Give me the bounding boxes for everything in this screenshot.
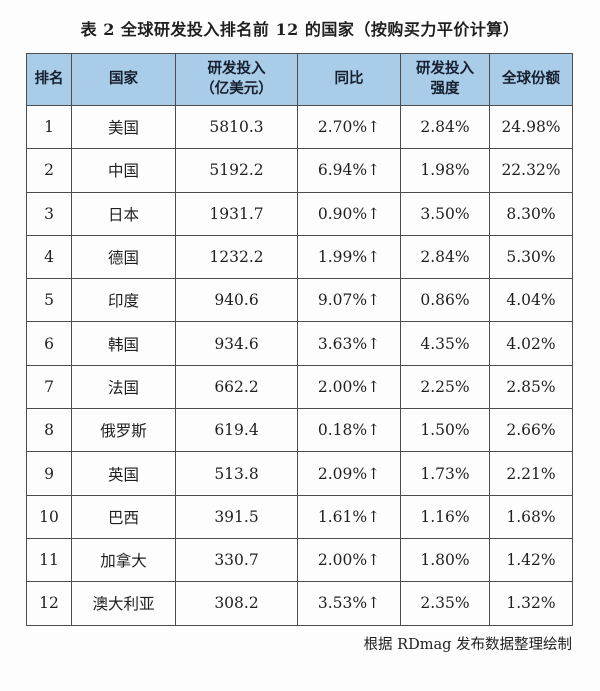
cell-rd-investment: 662.2 [175,364,298,410]
cell-rd-investment: 5810.3 [175,104,298,150]
table-row: 7 法国 662.2 2.00%↑ 2.25% 2.85% [26,364,573,410]
cell-global-share: 4.02% [489,321,573,366]
cell-rank: 1 [26,104,72,150]
cell-rank: 9 [26,451,72,496]
page: 表 2 全球研发投入排名前 12 的国家（按购买力平价计算） 排名 国家 研发投… [0,16,600,654]
source-note: 根据 RDmag 发布数据整理绘制 [363,636,572,653]
table-row: 11 加拿大 330.7 2.00%↑ 1.80% 1.42% [26,537,573,583]
cell-global-share: 2.66% [489,408,573,453]
cell-yoy: 2.00%↑ [297,537,401,583]
cell-country: 澳大利亚 [71,581,176,626]
cell-global-share: 2.85% [489,364,573,410]
cell-rank: 5 [26,278,72,323]
cell-rd-investment: 934.6 [175,321,298,366]
cell-intensity: 3.50% [400,191,490,236]
table-row: 6 韩国 934.6 3.63%↑ 4.35% 4.02% [26,321,573,366]
cell-yoy: 1.99%↑ [297,234,401,280]
cell-rd-investment: 1232.2 [175,234,298,280]
cell-country: 韩国 [71,321,176,366]
table-row: 2 中国 5192.2 6.94%↑ 1.98% 22.32% [26,148,573,193]
header-row: 排名 国家 研发投入 （亿美元） 同比 研发投入 强度 全球份额 [26,53,573,106]
cell-intensity: 1.80% [400,537,490,583]
header-rank: 排名 [26,53,72,106]
cell-rd-investment: 308.2 [175,581,298,626]
table-row: 4 德国 1232.2 1.99%↑ 2.84% 5.30% [26,234,573,280]
cell-rd-investment: 391.5 [175,494,298,539]
cell-rank: 11 [26,537,72,583]
cell-rank: 2 [26,148,72,193]
cell-intensity: 2.25% [400,364,490,410]
table-row: 8 俄罗斯 619.4 0.18%↑ 1.50% 2.66% [26,408,573,453]
cell-intensity: 1.98% [400,148,490,193]
cell-global-share: 1.32% [489,581,573,626]
cell-intensity: 1.73% [400,451,490,496]
cell-yoy: 2.00%↑ [297,364,401,410]
cell-country: 中国 [71,148,176,193]
cell-country: 英国 [71,451,176,496]
header-country: 国家 [71,53,176,106]
cell-yoy: 0.18%↑ [297,408,401,453]
cell-intensity: 2.35% [400,581,490,626]
cell-yoy: 3.53%↑ [297,581,401,626]
cell-country: 俄罗斯 [71,408,176,453]
cell-yoy: 2.70%↑ [297,104,401,150]
cell-rd-investment: 513.8 [175,451,298,496]
cell-country: 加拿大 [71,537,176,583]
cell-intensity: 2.84% [400,104,490,150]
table-title: 表 2 全球研发投入排名前 12 的国家（按购买力平价计算） [80,20,520,39]
cell-intensity: 0.86% [400,278,490,323]
cell-country: 法国 [71,364,176,410]
cell-intensity: 1.16% [400,494,490,539]
header-yoy: 同比 [297,53,401,106]
cell-yoy: 2.09%↑ [297,451,401,496]
header-intensity: 研发投入 强度 [400,53,490,106]
cell-global-share: 1.42% [489,537,573,583]
rd-investment-table: 排名 国家 研发投入 （亿美元） 同比 研发投入 强度 全球份额 1 美国 5810… [26,53,573,626]
table-row: 9 英国 513.8 2.09%↑ 1.73% 2.21% [26,451,573,496]
cell-global-share: 1.68% [489,494,573,539]
cell-yoy: 1.61%↑ [297,494,401,539]
cell-rd-investment: 1931.7 [175,191,298,236]
cell-intensity: 4.35% [400,321,490,366]
cell-rank: 4 [26,234,72,280]
table-row: 1 美国 5810.3 2.70%↑ 2.84% 24.98% [26,104,573,150]
cell-yoy: 3.63%↑ [297,321,401,366]
cell-yoy: 9.07%↑ [297,278,401,323]
cell-country: 美国 [71,104,176,150]
table-row: 3 日本 1931.7 0.90%↑ 3.50% 8.30% [26,191,573,236]
cell-yoy: 0.90%↑ [297,191,401,236]
cell-yoy: 6.94%↑ [297,148,401,193]
cell-global-share: 4.04% [489,278,573,323]
header-global-share: 全球份额 [489,53,573,106]
cell-country: 印度 [71,278,176,323]
cell-rank: 3 [26,191,72,236]
cell-rd-investment: 619.4 [175,408,298,453]
table-row: 12 澳大利亚 308.2 3.53%↑ 2.35% 1.32% [26,581,573,626]
cell-rank: 12 [26,581,72,626]
cell-rd-investment: 5192.2 [175,148,298,193]
table-row: 5 印度 940.6 9.07%↑ 0.86% 4.04% [26,278,573,323]
cell-rd-investment: 330.7 [175,537,298,583]
header-rd-investment: 研发投入 （亿美元） [175,53,298,106]
cell-global-share: 22.32% [489,148,573,193]
cell-global-share: 24.98% [489,104,573,150]
cell-rank: 7 [26,364,72,410]
table-row: 10 巴西 391.5 1.61%↑ 1.16% 1.68% [26,494,573,539]
cell-rd-investment: 940.6 [175,278,298,323]
cell-global-share: 2.21% [489,451,573,496]
cell-global-share: 5.30% [489,234,573,280]
cell-intensity: 1.50% [400,408,490,453]
cell-rank: 10 [26,494,72,539]
cell-intensity: 2.84% [400,234,490,280]
cell-rank: 6 [26,321,72,366]
cell-global-share: 8.30% [489,191,573,236]
cell-country: 德国 [71,234,176,280]
cell-country: 巴西 [71,494,176,539]
cell-country: 日本 [71,191,176,236]
cell-rank: 8 [26,408,72,453]
